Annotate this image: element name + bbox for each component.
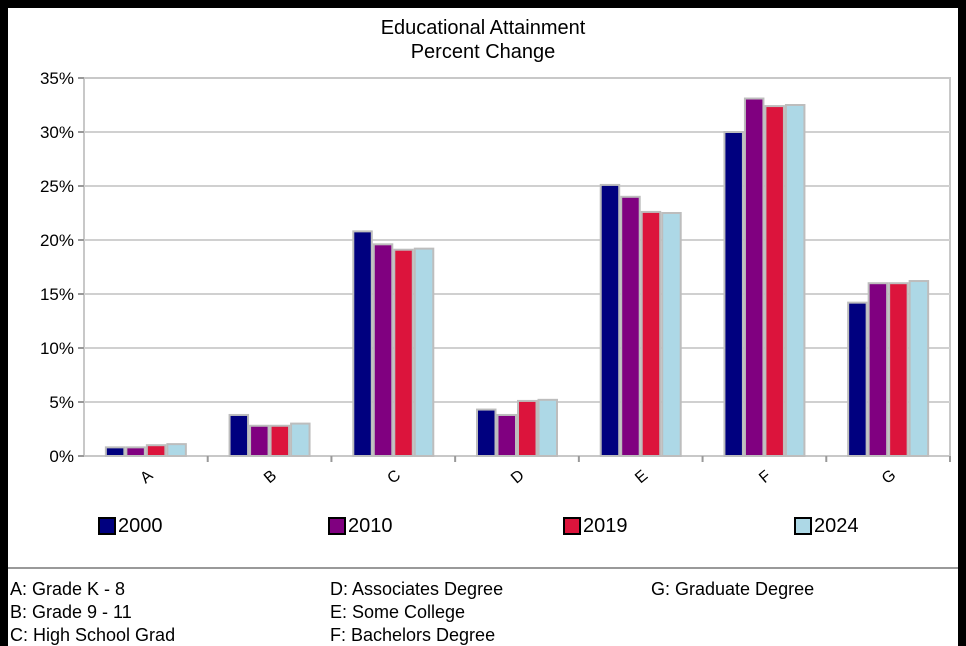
bar-B-2010: [249, 424, 270, 458]
x-tick-label: E: [632, 467, 651, 487]
y-tick-label: 10%: [40, 339, 74, 358]
bar-F-2024: [784, 104, 806, 457]
legend-swatch-2019: [563, 517, 581, 535]
chart-frame: Educational Attainment Percent Change 0%…: [8, 8, 958, 646]
bar-D-2000: [476, 408, 497, 457]
key-item-d: D: Associates Degree: [330, 579, 504, 599]
bar-D-2024: [537, 398, 558, 457]
x-tick-label: G: [879, 467, 899, 488]
bar-A-2024: [166, 443, 187, 457]
key-item-g: G: Graduate Degree: [651, 579, 815, 599]
bar-G-2024: [908, 280, 930, 458]
legend-label-2010: 2010: [348, 514, 393, 537]
bar-A-2019: [145, 444, 167, 458]
legend-label-2000: 2000: [118, 514, 163, 537]
bar-E-2024: [661, 212, 682, 457]
y-tick-label: 25%: [40, 177, 74, 196]
x-tick-label: D: [508, 467, 528, 487]
bar-E-2010: [620, 195, 641, 458]
y-tick-label: 5%: [49, 393, 74, 412]
bar-B-2019: [269, 424, 291, 458]
y-tick-label: 30%: [40, 123, 74, 142]
bar-E-2000: [599, 183, 621, 457]
bar-E-2019: [640, 210, 662, 457]
legend-swatch-2000: [98, 517, 116, 535]
bar-G-2010: [867, 282, 889, 458]
bar-A-2010: [125, 446, 146, 457]
bar-D-2019: [517, 399, 538, 458]
bar-B-2024: [290, 422, 311, 458]
bar-C-2010: [372, 243, 394, 457]
y-tick-label: 0%: [49, 447, 74, 466]
key-item-c: C: High School Grad: [10, 625, 176, 645]
bar-F-2010: [743, 97, 765, 458]
bar-C-2000: [352, 230, 373, 457]
chart-title: Educational Attainment: [380, 17, 586, 39]
bar-C-2024: [413, 247, 435, 457]
legend-label-2024: 2024: [814, 514, 859, 537]
bar-A-2000: [104, 446, 126, 457]
legend-swatch-2010: [328, 517, 346, 535]
legend-item-2019: 2019: [563, 513, 628, 539]
y-tick-label: 20%: [40, 231, 74, 250]
bar-G-2019: [888, 282, 909, 458]
bar-F-2000: [723, 131, 744, 457]
y-tick-label: 15%: [40, 285, 74, 304]
legend-label-2019: 2019: [583, 514, 628, 537]
key-item-a: A: Grade K - 8: [10, 579, 126, 599]
key-item-b: B: Grade 9 - 11: [10, 602, 132, 622]
key-divider: [8, 567, 958, 569]
bar-C-2019: [393, 248, 414, 457]
x-tick-label: A: [137, 467, 156, 487]
x-tick-label: F: [756, 467, 775, 486]
x-tick-label: C: [384, 467, 404, 487]
legend-swatch-2024: [794, 517, 812, 535]
legend-item-2000: 2000: [98, 513, 163, 539]
legend-item-2010: 2010: [328, 513, 393, 539]
chart-subtitle: Percent Change: [410, 41, 556, 63]
plot-area: [83, 77, 951, 457]
y-tick-label: 35%: [40, 69, 74, 88]
bar-chart: 0% 5% 10% 15% 20% 25% 30% 35% A B C D E F G: [40, 69, 951, 488]
key-item-e: E: Some College: [330, 602, 466, 622]
bar-D-2010: [496, 413, 517, 457]
legend-item-2024: 2024: [794, 513, 859, 539]
bar-F-2019: [764, 105, 785, 458]
bar-G-2000: [847, 301, 868, 458]
bar-B-2000: [228, 413, 250, 457]
x-tick-label: B: [261, 467, 280, 487]
key-item-f: F: Bachelors Degree: [330, 625, 496, 645]
